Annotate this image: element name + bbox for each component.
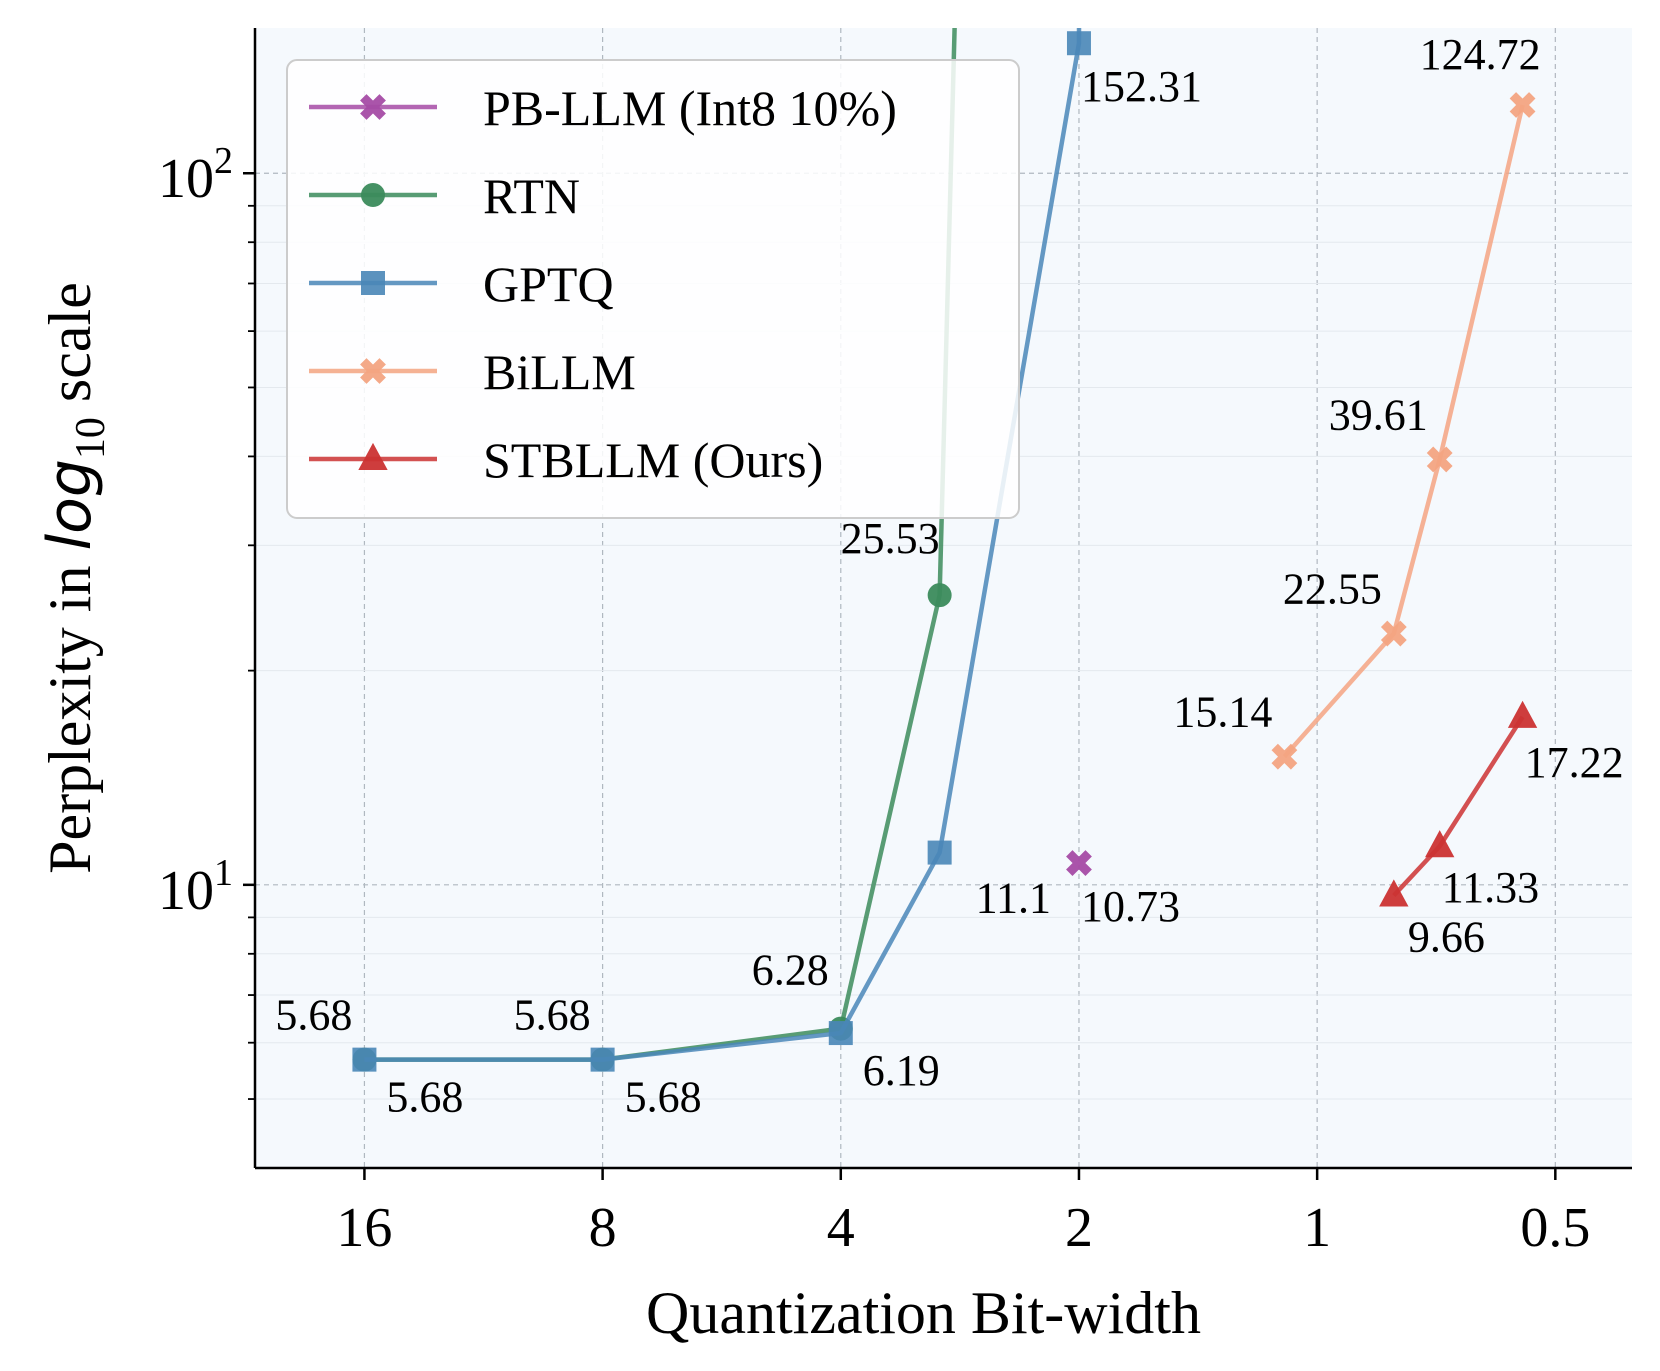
data-point — [1066, 850, 1092, 876]
legend-label: BiLLM — [483, 344, 636, 400]
data-label: 124.72 — [1420, 30, 1541, 79]
data-label: 11.1 — [976, 874, 1051, 923]
legend-box — [286, 59, 1020, 519]
data-point — [1380, 620, 1407, 647]
legend-item-billm: BiLLM — [309, 344, 636, 400]
data-point — [1066, 31, 1091, 56]
legend-item-gptq: GPTQ — [309, 256, 614, 312]
data-label: 11.33 — [1442, 863, 1539, 912]
x-tick-label: 1 — [1303, 1197, 1331, 1259]
legend: PB-LLM (Int8 10%) RTN GPTQ BiLLM STBLLM (Our… — [286, 59, 1020, 519]
data-point — [1379, 879, 1409, 907]
data-label: 5.68 — [514, 991, 591, 1040]
legend-marker — [360, 94, 386, 120]
data-point — [828, 1021, 853, 1046]
legend-label: STBLLM (Ours) — [483, 432, 823, 488]
series-gptq — [352, 28, 1091, 1072]
data-label: 152.31 — [1081, 62, 1202, 111]
data-label: 5.68 — [625, 1073, 702, 1122]
data-point — [590, 1047, 615, 1072]
data-label: 9.66 — [1408, 913, 1485, 962]
data-label: 39.61 — [1329, 390, 1428, 439]
data-label: 5.68 — [386, 1073, 463, 1122]
x-axis-title: Quantization Bit-width — [646, 1280, 1201, 1346]
series-line — [364, 28, 1082, 1062]
data-point — [352, 1047, 377, 1072]
data-label: 5.68 — [275, 991, 352, 1040]
x-tick-label: 4 — [827, 1197, 855, 1259]
data-point — [1507, 700, 1538, 728]
legend-marker — [360, 358, 386, 384]
legend-marker — [361, 271, 385, 295]
x-tick-label: 0.5 — [1520, 1197, 1590, 1259]
legend-item-stbllm-ours: STBLLM (Ours) — [309, 432, 823, 488]
data-point — [1271, 743, 1298, 770]
series-pb-llm-int8-10 — [1066, 850, 1092, 876]
data-label: 6.19 — [863, 1046, 940, 1095]
legend-marker — [361, 183, 385, 207]
data-label: 10.73 — [1081, 882, 1180, 931]
data-label: 25.53 — [841, 514, 940, 563]
data-label: 17.22 — [1525, 738, 1624, 787]
data-label: 15.14 — [1173, 688, 1272, 737]
series-line — [1282, 104, 1525, 759]
data-point — [1426, 446, 1453, 473]
axes: 16 8 4 2 1 0.5 101 102 Quantization Bit-width Per… — [35, 28, 1632, 1346]
data-point — [1425, 830, 1455, 858]
x-tick-label: 16 — [336, 1197, 392, 1259]
y-tick-label: 102 — [158, 140, 233, 210]
data-point — [927, 840, 952, 865]
data-point — [927, 583, 952, 608]
series-billm — [1271, 92, 1536, 770]
series-stbllm-ours — [1379, 700, 1538, 907]
legend-item-pb-llm-int8-10: PB-LLM (Int8 10%) — [309, 80, 897, 136]
x-tick-label: 2 — [1065, 1197, 1093, 1259]
data-point — [1509, 92, 1536, 118]
legend-item-rtn: RTN — [309, 168, 580, 224]
legend-label: RTN — [483, 168, 580, 224]
y-axis-title: Perplexity in log10 scale — [35, 282, 114, 874]
legend-label: PB-LLM (Int8 10%) — [483, 80, 897, 136]
data-label: 6.28 — [752, 946, 829, 995]
y-tick-label: 101 — [158, 852, 233, 922]
legend-marker — [358, 442, 388, 470]
legend-label: GPTQ — [483, 256, 614, 312]
data-label: 22.55 — [1283, 565, 1382, 614]
x-tick-label: 8 — [589, 1197, 617, 1259]
data-labels: 5.68 5.68 5.68 5.68 6.28 6.19 25.53 11.1 10.73 15… — [275, 30, 1623, 1122]
